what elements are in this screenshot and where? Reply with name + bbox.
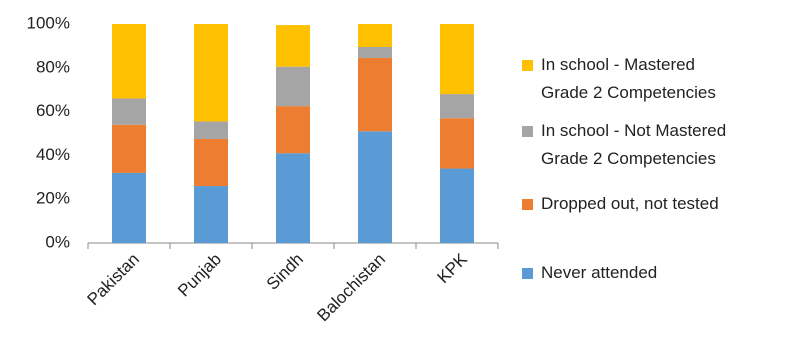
bar-segment <box>440 168 474 243</box>
bar-segment <box>194 24 228 122</box>
legend-swatch <box>522 126 533 137</box>
bar-segment <box>194 186 228 243</box>
bar-segment <box>194 121 228 139</box>
bar-segment <box>440 118 474 169</box>
x-tick-label: Sindh <box>263 250 307 294</box>
bar-segment <box>440 94 474 119</box>
bar-segment <box>276 66 310 107</box>
bar-segment <box>276 153 310 243</box>
legend-swatch <box>522 268 533 279</box>
bar-segment <box>194 138 228 187</box>
bar-segment <box>112 124 146 173</box>
y-tick-label: 100% <box>27 13 70 32</box>
legend-item: Never attended <box>522 259 742 287</box>
legend-label: In school - Not Mastered Grade 2 Compete… <box>541 121 727 168</box>
legend-swatch <box>522 199 533 210</box>
x-tick-label: Pakistan <box>83 250 143 310</box>
bar-segment <box>112 98 146 125</box>
y-tick-label: 60% <box>36 101 70 120</box>
x-tick-label: Balochistan <box>313 250 389 326</box>
y-tick-label: 20% <box>36 189 70 208</box>
legend-item: In school - Not Mastered Grade 2 Compete… <box>522 117 742 173</box>
bar-segment <box>358 46 392 58</box>
legend-swatch <box>522 60 533 71</box>
bar-segment <box>112 172 146 243</box>
y-tick-label: 0% <box>45 232 70 251</box>
legend-item: In school - Mastered Grade 2 Competencie… <box>522 51 742 107</box>
bar-segment <box>358 131 392 243</box>
bar-segment <box>112 24 146 99</box>
legend-label: Dropped out, not tested <box>541 194 719 213</box>
y-tick-label: 40% <box>36 145 70 164</box>
bar-segment <box>358 57 392 132</box>
bar-segment <box>358 24 392 47</box>
x-tick-label: Punjab <box>174 250 225 301</box>
bar-segment <box>276 106 310 154</box>
legend-item: Dropped out, not tested <box>522 190 742 218</box>
x-tick-label: KPK <box>434 249 472 287</box>
legend-label: In school - Mastered Grade 2 Competencie… <box>541 55 716 102</box>
bar-segment <box>440 24 474 95</box>
bar-segment <box>276 25 310 67</box>
legend-label: Never attended <box>541 263 658 282</box>
y-tick-label: 80% <box>36 57 70 76</box>
